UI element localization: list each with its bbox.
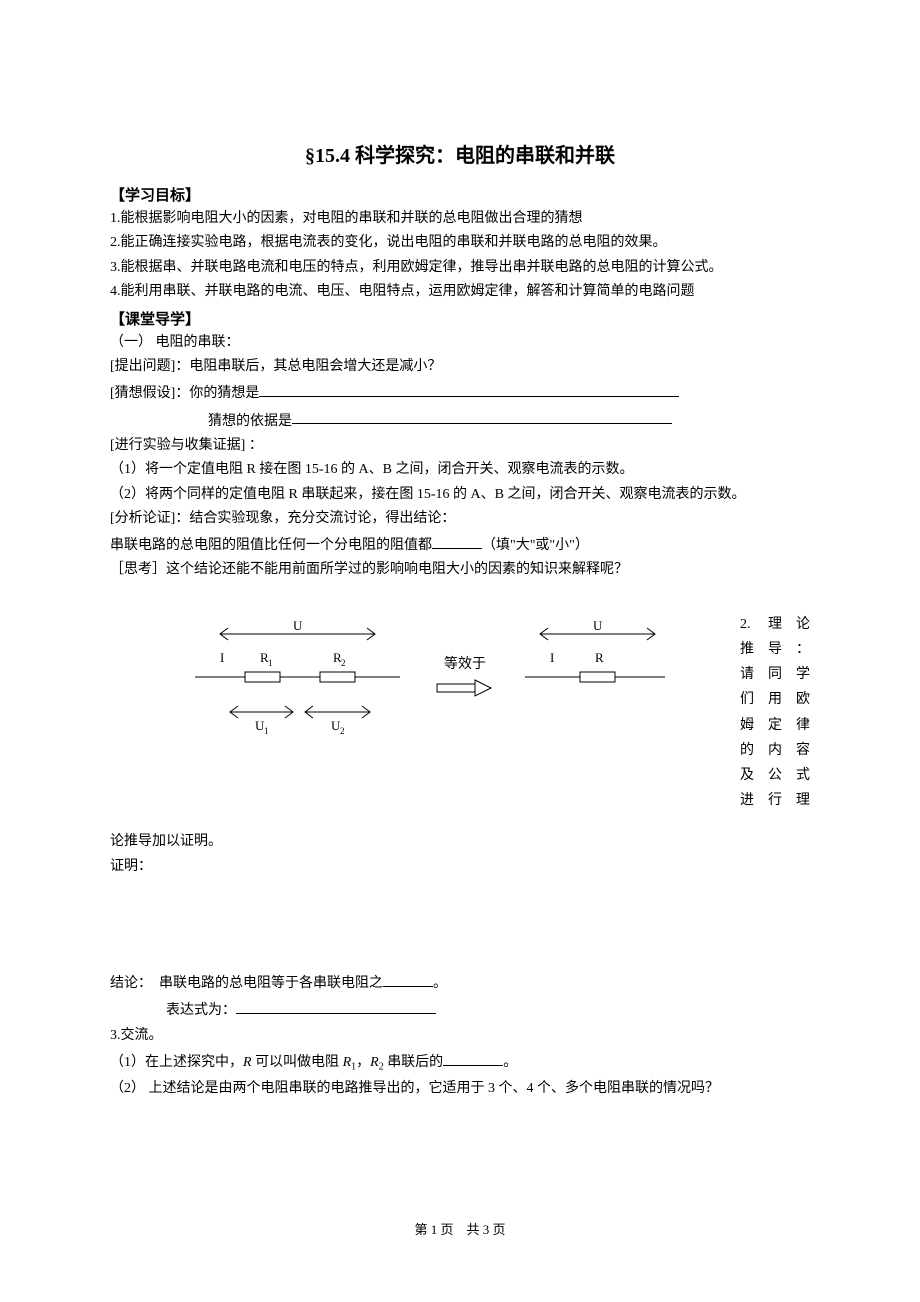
series-circuit-svg: U I R 1 R 2 U 1 U 2 — [175, 612, 415, 742]
guide-header: 【课堂导学】 — [110, 308, 810, 332]
ex1-comma: ， — [356, 1055, 370, 1070]
side-line-0: 2. 理论 — [740, 612, 810, 637]
svg-text:2: 2 — [341, 658, 346, 668]
diagram-row: U I R 1 R 2 U 1 U 2 等效于 — [110, 612, 810, 814]
ex1-r2: R — [370, 1055, 379, 1070]
hypothesis-label: [猜想假设]：你的猜想是 — [110, 386, 259, 401]
svg-text:1: 1 — [264, 726, 269, 736]
svg-text:1: 1 — [268, 658, 273, 668]
hypothesis-line: [猜想假设]：你的猜想是 — [110, 380, 810, 405]
side-line-1: 推导： — [740, 637, 810, 662]
blank-ex1 — [443, 1049, 503, 1066]
after-diagram-2: 证明： — [110, 856, 810, 878]
circuit-diagram: U I R 1 R 2 U 1 U 2 等效于 — [110, 612, 740, 742]
ex1-r: R — [243, 1055, 252, 1070]
after-diagram-1: 论推导加以证明。 — [110, 831, 810, 853]
question-label: [提出问题]：电阻串联后，其总电阻会增大还是减小？ — [110, 356, 810, 378]
side-line-3: 们用欧 — [740, 687, 810, 712]
svg-text:U: U — [593, 618, 603, 633]
hypothesis-basis-label: 猜想的依据是 — [208, 413, 292, 428]
ex1-mid: 可以叫做电阻 — [252, 1055, 343, 1070]
equiv-circuit-svg: U I R — [515, 612, 675, 742]
objective-2: 2.能正确连接实验电路，根据电流表的变化，说出电阻的串联和并联电路的总电阻的效果… — [110, 232, 810, 254]
side-line-5: 的内容 — [740, 738, 810, 763]
page-footer: 第 1 页 共 3 页 — [110, 1220, 810, 1241]
exchange-header: 3.交流。 — [110, 1025, 810, 1047]
objective-4: 4.能利用串联、并联电路的电流、电压、电阻特点，运用欧姆定律，解答和计算简单的电… — [110, 281, 810, 303]
blank-expr — [236, 997, 436, 1014]
conclusion2-post: 。 — [433, 976, 447, 991]
exchange-item2: （2） 上述结论是由两个电阻串联的电路推导出的，它适用于 3 个、4 个、多个电… — [110, 1078, 810, 1100]
part1-title: （一） 电阻的串联： — [110, 332, 810, 354]
side-line-4: 姆定律 — [740, 713, 810, 738]
exp-1: （1）将一个定值电阻 R 接在图 15-16 的 A、B 之间，闭合开关、观察电… — [110, 459, 810, 481]
conclusion2-line: 结论： 串联电路的总电阻等于各串联电阻之 。 — [110, 970, 810, 995]
conclusion2-pre: 结论： 串联电路的总电阻等于各串联电阻之 — [110, 976, 383, 991]
expr-line: 表达式为： — [110, 997, 810, 1022]
side-text: 2. 理论 推导： 请同学 们用欧 姆定律 的内容 及公式 进行理 — [740, 612, 810, 814]
svg-text:R: R — [595, 650, 604, 665]
proof-space — [110, 880, 810, 970]
equiv-label: 等效于 — [435, 654, 495, 676]
blank-hypothesis — [259, 380, 679, 397]
side-line-7: 进行理 — [740, 788, 810, 813]
page-title: §15.4 科学探究：电阻的串联和并联 — [110, 140, 810, 172]
expr-label: 表达式为： — [166, 1003, 236, 1018]
blank-conclusion2 — [383, 970, 433, 987]
objective-3: 3.能根据串、并联电路电流和电压的特点，利用欧姆定律，推导出串并联电路的总电阻的… — [110, 257, 810, 279]
analysis-label: [分析论证]：结合实验现象，充分交流讨论，得出结论： — [110, 508, 810, 530]
svg-text:I: I — [220, 650, 224, 665]
side-line-6: 及公式 — [740, 763, 810, 788]
ex1-mid2: 串联后的 — [384, 1055, 444, 1070]
ex1-pre: （1）在上述探究中， — [110, 1055, 243, 1070]
conclusion1-pre: 串联电路的总电阻的阻值比任何一个分电阻的阻值都 — [110, 538, 432, 553]
exchange-item1: （1）在上述探究中，R 可以叫做电阻 R1，R2 串联后的。 — [110, 1049, 810, 1076]
conclusion1-line: 串联电路的总电阻的阻值比任何一个分电阻的阻值都 （填"大"或"小"） — [110, 532, 810, 557]
exp-2: （2）将两个同样的定值电阻 R 串联起来，接在图 15-16 的 A、B 之间，… — [110, 484, 810, 506]
ex1-r1: R — [343, 1055, 352, 1070]
svg-text:I: I — [550, 650, 554, 665]
think-label: ［思考］这个结论还能不能用前面所学过的影响响电阻大小的因素的知识来解释呢？ — [110, 559, 810, 581]
objective-1: 1.能根据影响电阻大小的因素，对电阻的串联和并联的总电阻做出合理的猜想 — [110, 208, 810, 230]
objectives-header: 【学习目标】 — [110, 184, 810, 208]
svg-text:2: 2 — [340, 726, 345, 736]
svg-text:U: U — [293, 618, 303, 633]
blank-basis — [292, 408, 672, 425]
blank-conclusion1 — [432, 532, 482, 549]
equiv-block: 等效于 — [435, 654, 495, 700]
ex1-post: 。 — [503, 1055, 517, 1070]
conclusion1-post: （填"大"或"小"） — [482, 538, 589, 553]
arrow-icon — [435, 676, 495, 700]
side-line-2: 请同学 — [740, 662, 810, 687]
experiment-label: [进行实验与收集证据] ： — [110, 435, 810, 457]
hypothesis-basis-line: 猜想的依据是 — [110, 408, 810, 433]
